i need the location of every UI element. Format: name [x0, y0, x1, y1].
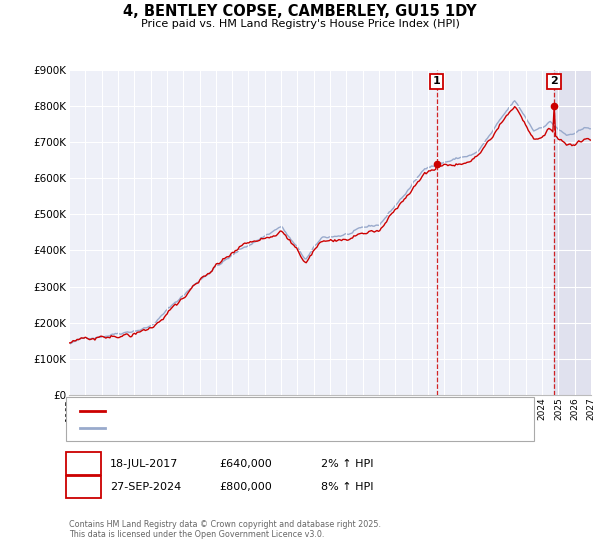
Text: £800,000: £800,000 — [219, 482, 272, 492]
Text: 4, BENTLEY COPSE, CAMBERLEY, GU15 1DY: 4, BENTLEY COPSE, CAMBERLEY, GU15 1DY — [123, 4, 477, 20]
Text: Contains HM Land Registry data © Crown copyright and database right 2025.
This d: Contains HM Land Registry data © Crown c… — [69, 520, 381, 539]
Text: 1: 1 — [433, 76, 440, 86]
Text: HPI: Average price, detached house, Surrey Heath: HPI: Average price, detached house, Surr… — [110, 423, 355, 433]
Text: 2% ↑ HPI: 2% ↑ HPI — [321, 459, 373, 469]
Bar — [554, 70, 591, 395]
Text: 27-SEP-2024: 27-SEP-2024 — [110, 482, 181, 492]
Text: 4, BENTLEY COPSE, CAMBERLEY, GU15 1DY (detached house): 4, BENTLEY COPSE, CAMBERLEY, GU15 1DY (d… — [110, 405, 412, 416]
Text: 1: 1 — [79, 457, 88, 470]
Point — [550, 101, 559, 110]
Text: Price paid vs. HM Land Registry's House Price Index (HPI): Price paid vs. HM Land Registry's House … — [140, 19, 460, 29]
Text: 2: 2 — [550, 76, 558, 86]
Text: 8% ↑ HPI: 8% ↑ HPI — [321, 482, 373, 492]
Text: 18-JUL-2017: 18-JUL-2017 — [110, 459, 178, 469]
Point — [432, 160, 442, 169]
Text: 2: 2 — [79, 480, 88, 494]
Text: £640,000: £640,000 — [219, 459, 272, 469]
